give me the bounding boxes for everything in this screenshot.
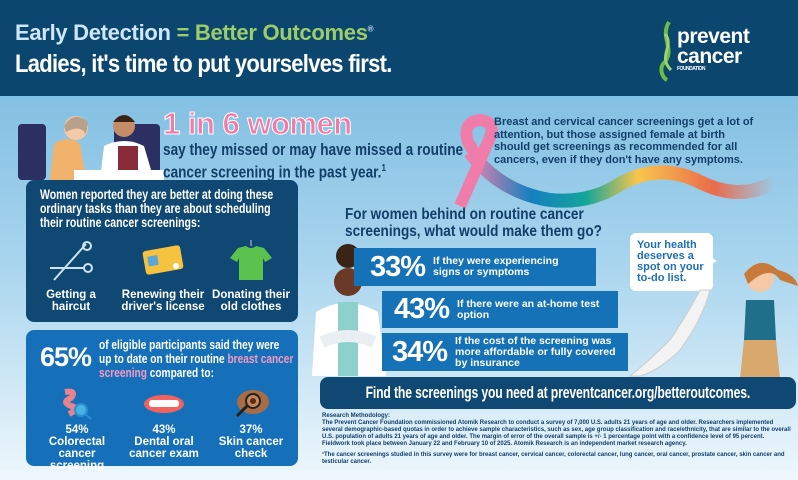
cta-banner[interactable]: Find the screenings you need at preventc… xyxy=(320,377,796,409)
research-body: The Prevent Cancer Foundation commission… xyxy=(322,420,791,447)
compare-pct: 54% xyxy=(65,424,89,436)
question: For women behind on routine cancer scree… xyxy=(345,206,602,240)
reason-label: If the cost of the screening was more af… xyxy=(455,334,616,369)
id-card-icon xyxy=(142,245,184,275)
ribbon-logo-icon xyxy=(659,20,673,82)
headline-text: say they missed or may have missed a rou… xyxy=(163,140,464,182)
research-heading: Research Methodology: xyxy=(322,413,391,419)
logo-text: prevent xyxy=(677,25,750,48)
patient-doctor-illustration xyxy=(18,115,164,180)
task-license: Renewing their driver's license xyxy=(118,238,208,313)
compare-pct: 43% xyxy=(152,424,176,436)
skin-magnifier-icon xyxy=(235,390,269,418)
research-footnote: ¹The cancer screenings studied in this s… xyxy=(322,452,785,465)
breast-screening-panel: 65% of eligible participants said they w… xyxy=(26,330,298,472)
task-label: Renewing their driver's license xyxy=(121,289,205,313)
ribbon-text: Breast and cervical cancer screenings ge… xyxy=(494,116,754,166)
subtitle: Ladies, it's time to put yourselves firs… xyxy=(15,50,392,78)
colon-magnifier-icon xyxy=(63,388,92,420)
task-label: Donating their old clothes xyxy=(212,289,290,313)
reason-pct: 33% xyxy=(370,250,426,283)
woman-with-list-illustration xyxy=(628,262,798,378)
awareness-ribbon-icon xyxy=(454,113,779,209)
logo: prevent cancer FOUNDATION xyxy=(655,20,765,82)
compare-label: Dental oral cancer exam xyxy=(129,436,199,460)
reason-pct: 34% xyxy=(392,335,448,368)
compare-label: Skin cancer check xyxy=(218,436,284,460)
scissors-icon xyxy=(50,241,93,281)
breast-text: of eligible participants said they were … xyxy=(99,337,294,380)
task-clothes: Donating their old clothes xyxy=(206,238,296,313)
reason-pct: 43% xyxy=(394,293,450,325)
shirt-icon xyxy=(230,240,272,280)
logo-text: cancer xyxy=(677,45,742,68)
reason-label: If they were experiencing signs or sympt… xyxy=(433,255,559,278)
compare-label: Colorectal cancer screening xyxy=(48,436,106,472)
headline-stat: 1 in 6 women xyxy=(163,106,353,142)
breast-pct: 65% xyxy=(40,342,92,372)
research-methodology: Research Methodology: The Prevent Cancer… xyxy=(322,413,792,470)
reason-bar: 43% If there were an at-home test option xyxy=(382,291,618,328)
compare-skin: 37% Skin cancer check xyxy=(206,388,296,460)
speech-bubble: Your health deserves a spot on your to-d… xyxy=(630,233,717,291)
tasks-panel: Women reported they are better at doing … xyxy=(26,180,298,322)
reason-label: If there were an at-home test option xyxy=(457,297,600,321)
task-haircut: Getting a haircut xyxy=(26,238,116,313)
task-label: Getting a haircut xyxy=(46,289,96,313)
header: Early Detection = Better Outcomes® Ladie… xyxy=(0,0,798,98)
cta-link[interactable]: Find the screenings you need at preventc… xyxy=(365,383,751,402)
compare-colorectal: 54% Colorectal cancer screening xyxy=(32,388,122,472)
tasks-intro: Women reported they are better at doing … xyxy=(40,187,274,230)
reason-bar: 33% If they were experiencing signs or sy… xyxy=(354,248,596,286)
compare-dental: 43% Dental oral cancer exam xyxy=(119,388,209,460)
title: Early Detection = Better Outcomes® xyxy=(15,20,374,45)
teeth-icon xyxy=(144,395,184,413)
reason-bar: 34% If the cost of the screening was more… xyxy=(382,333,628,371)
logo-text: FOUNDATION xyxy=(677,66,705,72)
compare-pct: 37% xyxy=(239,424,263,436)
doctor-illustration xyxy=(312,244,386,376)
